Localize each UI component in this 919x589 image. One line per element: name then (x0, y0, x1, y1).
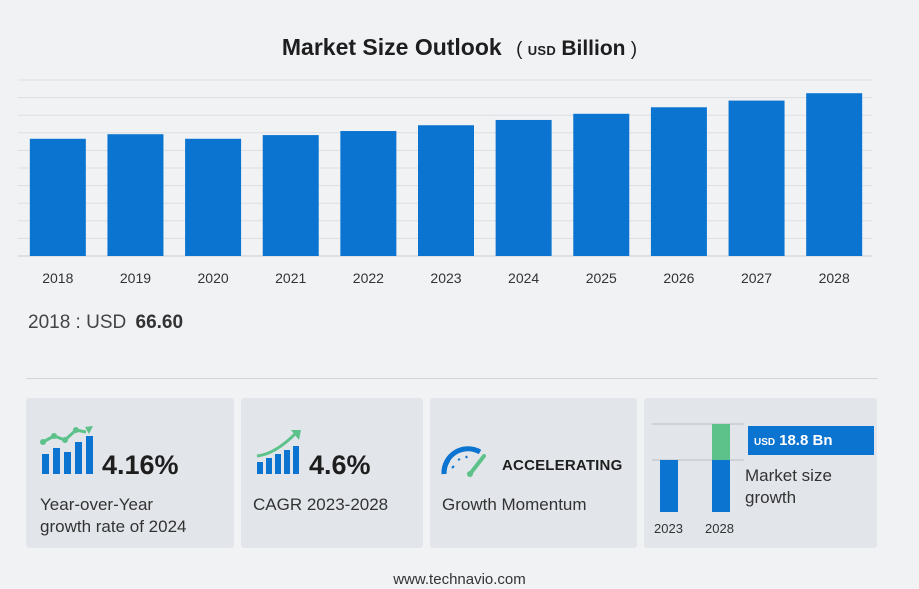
yoy-label-line2: growth rate of 2024 (40, 517, 187, 536)
x-tick-label-2026: 2026 (663, 270, 694, 286)
yoy-label-line1: Year-over-Year (40, 495, 154, 514)
bar-2024 (495, 119, 552, 256)
cagr-value: 4.6% (309, 450, 371, 480)
chart-title-text: Market Size Outlook (281, 34, 502, 60)
momentum-card: ACCELERATING Growth Momentum (430, 398, 637, 548)
footer-source: www.technavio.com (393, 571, 526, 588)
speedometer-icon (441, 446, 486, 477)
growth-chart-icon (40, 426, 93, 474)
unit-suffix: Billion (561, 37, 626, 60)
yoy-card: 4.16% Year-over-Year growth rate of 2024 (26, 398, 234, 548)
market-label-line2: growth (745, 488, 797, 507)
x-tick-label-2018: 2018 (42, 270, 73, 286)
mini-bar-growth (712, 424, 730, 460)
cagr-label: CAGR 2023-2028 (253, 495, 389, 514)
bar-2023 (418, 125, 474, 256)
bar-2027 (728, 100, 785, 256)
mini-year-end: 2028 (705, 521, 734, 536)
unit-prefix: USD (527, 43, 557, 58)
x-tick-label-2024: 2024 (508, 270, 539, 286)
mini-bar-2023 (660, 460, 678, 512)
chart-unit: ( USD Billion ) (516, 37, 638, 60)
bar-chart: 2018 2019 2020 2021 2022 2023 2024 2025 2026 2027… (18, 79, 872, 286)
x-tick-label-2021: 2021 (275, 270, 306, 286)
market-growth-card: 2023 2028 Market size growth (644, 398, 877, 548)
market-growth-badge: USD 18.8 Bn (748, 426, 874, 455)
x-tick-label-2025: 2025 (586, 270, 617, 286)
mini-year-start: 2023 (654, 521, 683, 536)
base-year-number: 66.60 (135, 312, 184, 333)
yoy-value: 4.16% (102, 450, 179, 480)
x-tick-label-2028: 2028 (819, 270, 850, 286)
bar-2021 (262, 135, 319, 256)
chart-title: Market Size Outlook ( USD Billion ) (0, 34, 919, 61)
bar-2028 (806, 93, 863, 256)
cagr-card: 4.6% CAGR 2023-2028 (241, 398, 423, 548)
market-label-line1: Market size (745, 466, 832, 485)
bar-2022 (340, 131, 397, 256)
x-tick-label-2022: 2022 (353, 270, 384, 286)
base-year-value: 2018 : USD 66.60 (28, 312, 183, 334)
bar-2018 (29, 138, 86, 256)
trend-up-icon (256, 430, 301, 474)
badge-unit: USD (754, 437, 776, 448)
bar-2019 (107, 134, 164, 256)
market-growth-mini-chart (652, 423, 744, 512)
x-tick-label-2020: 2020 (198, 270, 229, 286)
divider (26, 378, 878, 379)
x-tick-label-2027: 2027 (741, 270, 772, 286)
momentum-value: ACCELERATING (502, 457, 623, 474)
badge-value: 18.8 Bn (779, 432, 833, 449)
x-tick-label-2019: 2019 (120, 270, 151, 286)
mini-bar-2028 (712, 460, 730, 512)
x-tick-label-2023: 2023 (430, 270, 461, 286)
bar-2026 (650, 107, 707, 256)
base-year-label: 2018 : USD (28, 312, 127, 333)
bar-2025 (573, 113, 630, 257)
momentum-label: Growth Momentum (442, 495, 587, 514)
bar-2020 (185, 138, 242, 256)
